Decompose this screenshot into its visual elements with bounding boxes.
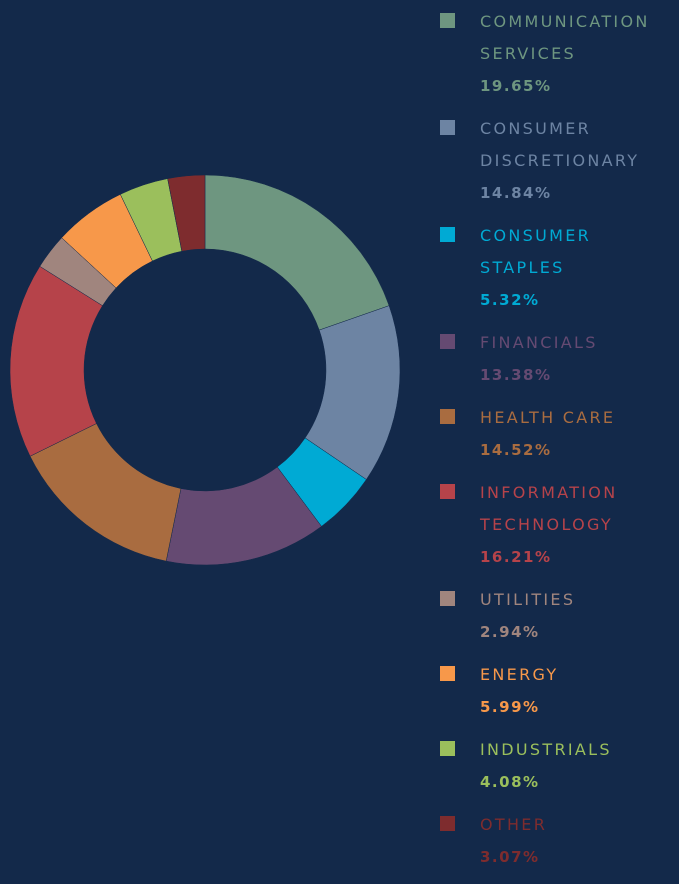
legend-label: CONSUMER STAPLES — [480, 226, 592, 277]
legend-label: ENERGY — [480, 665, 559, 684]
legend-value: 14.84% — [480, 184, 552, 202]
legend-item: ENERGY 5.99% — [440, 659, 675, 723]
legend-swatch — [440, 484, 455, 499]
legend-label: FINANCIALS — [480, 333, 598, 352]
page: COMMUNICATION SERVICES 19.65% CONSUMER DIS… — [9, 12, 648, 866]
legend: COMMUNICATION SERVICES 19.65% CONSUMER DIS… — [440, 6, 675, 884]
chart — [9, 174, 401, 566]
legend-item: CONSUMER DISCRETIONARY 14.84% — [440, 113, 675, 209]
legend-label: UTILITIES — [480, 590, 576, 609]
legend-label: INDUSTRIALS — [480, 740, 612, 759]
legend-swatch — [440, 13, 455, 28]
legend-value: 19.65% — [480, 77, 552, 95]
legend-swatch — [440, 591, 455, 606]
legend-item: UTILITIES 2.94% — [440, 584, 675, 648]
legend-label: HEALTH CARE — [480, 408, 616, 427]
legend-value: 4.08% — [480, 773, 540, 791]
legend-value: 2.94% — [480, 623, 540, 641]
legend-label: INFORMATION TECHNOLOGY — [480, 483, 618, 534]
legend-swatch — [440, 816, 455, 831]
legend-value: 16.21% — [480, 548, 552, 566]
legend-label: CONSUMER DISCRETIONARY — [480, 119, 640, 170]
legend-value: 5.99% — [480, 698, 540, 716]
legend-swatch — [440, 409, 455, 424]
legend-item: CONSUMER STAPLES 5.32% — [440, 220, 675, 316]
legend-swatch — [440, 666, 455, 681]
legend-item: INFORMATION TECHNOLOGY 16.21% — [440, 477, 675, 573]
legend-swatch — [440, 334, 455, 349]
donut-slice — [204, 174, 390, 331]
legend-swatch — [440, 227, 455, 242]
legend-swatch — [440, 741, 455, 756]
legend-item: OTHER 3.07% — [440, 809, 675, 873]
legend-label: OTHER — [480, 815, 548, 834]
legend-value: 14.52% — [480, 441, 552, 459]
legend-value: 3.07% — [480, 848, 540, 866]
donut-slice — [167, 174, 206, 252]
legend-value: 13.38% — [480, 366, 552, 384]
legend-label: COMMUNICATION SERVICES — [480, 12, 650, 63]
legend-item: HEALTH CARE 14.52% — [440, 402, 675, 466]
legend-swatch — [440, 120, 455, 135]
legend-item: COMMUNICATION SERVICES 19.65% — [440, 6, 675, 102]
legend-item: FINANCIALS 13.38% — [440, 327, 675, 391]
legend-item: INDUSTRIALS 4.08% — [440, 734, 675, 798]
legend-value: 5.32% — [480, 291, 540, 309]
